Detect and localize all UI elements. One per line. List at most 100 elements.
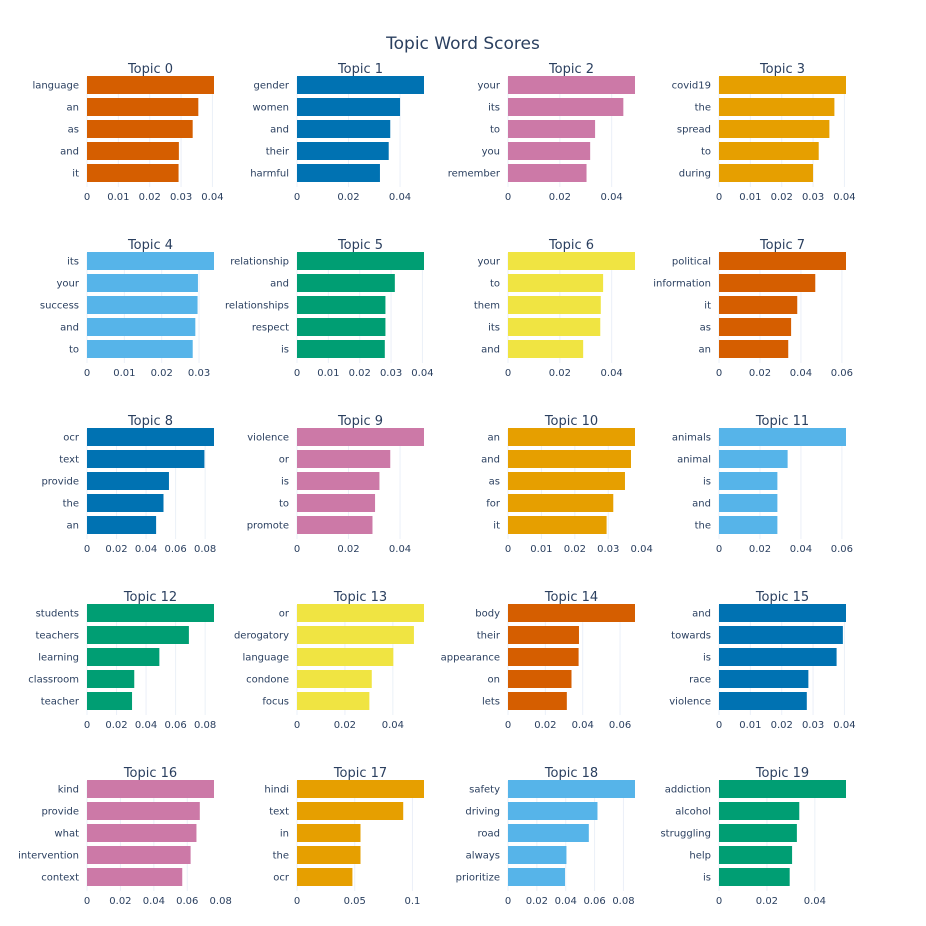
bar-remember	[508, 164, 587, 182]
bar-provide	[87, 472, 169, 490]
word-label: remember	[448, 169, 501, 180]
bar-relationships	[297, 296, 386, 314]
word-label: or	[279, 455, 290, 466]
bar-its	[508, 318, 601, 336]
subplot-title: Topic 5	[337, 238, 383, 253]
bar-animal	[719, 450, 788, 468]
word-label: them	[474, 301, 500, 312]
x-tick-label: 0	[84, 192, 90, 203]
bar-women	[297, 98, 401, 116]
x-tick-label: 0.08	[194, 544, 216, 555]
x-tick-label: 0.04	[555, 896, 577, 907]
word-label: appearance	[441, 653, 500, 664]
x-tick-label: 0.04	[389, 544, 411, 555]
x-tick-label: 0.03	[802, 720, 824, 731]
word-label: ocr	[63, 433, 80, 444]
word-label: violence	[669, 697, 711, 708]
bar-to	[87, 340, 193, 358]
word-label: road	[478, 829, 501, 840]
word-label: and	[481, 345, 500, 356]
word-label: as	[700, 323, 711, 334]
bar-focus	[297, 692, 370, 710]
bar-intervention	[87, 846, 191, 864]
x-tick-label: 0.06	[831, 544, 853, 555]
word-label: and	[692, 609, 711, 620]
word-label: language	[242, 653, 289, 664]
bar-ocr	[87, 428, 214, 446]
subplot-topic-6: 0 0.02 0.04 your to them its and Topic 6	[474, 238, 635, 379]
bar-or	[297, 450, 391, 468]
subplot-title: Topic 8	[127, 414, 173, 429]
x-tick-label: 0.1	[405, 896, 421, 907]
x-tick-label: 0.06	[831, 368, 853, 379]
figure-title: Topic Word Scores	[385, 34, 540, 54]
x-tick-label: 0.02	[771, 720, 793, 731]
x-tick-label: 0	[716, 544, 722, 555]
x-tick-label: 0	[294, 368, 300, 379]
subplot-topic-19: 0 0.02 0.04 addiction alcohol struggling help i…	[660, 766, 846, 907]
word-label: help	[689, 851, 711, 862]
x-tick-label: 0.02	[749, 544, 771, 555]
bar-road	[508, 824, 589, 842]
x-tick-label: 0.04	[411, 368, 433, 379]
bar-appearance	[508, 648, 579, 666]
word-label: provide	[41, 807, 79, 818]
word-label: is	[703, 653, 711, 664]
x-tick-label: 0	[294, 720, 300, 731]
word-label: gender	[254, 81, 290, 92]
bar-lets	[508, 692, 567, 710]
subplot-title: Topic 0	[127, 62, 173, 77]
bar-help	[719, 846, 793, 864]
x-tick-label: 0.06	[609, 720, 631, 731]
bar-and	[719, 494, 778, 512]
word-label: relationships	[225, 301, 289, 312]
bar-your	[508, 252, 635, 270]
word-label: focus	[262, 697, 289, 708]
x-tick-label: 0	[505, 368, 511, 379]
word-label: classroom	[28, 675, 79, 686]
subplot-topic-12: 0 0.02 0.04 0.06 0.08 students teachers learnin…	[28, 590, 216, 731]
bar-political	[719, 252, 846, 270]
subplot-topic-3: 0 0.01 0.02 0.03 0.04 covid19 the spread to durin…	[672, 62, 856, 203]
x-tick-label: 0	[716, 368, 722, 379]
x-tick-label: 0.04	[601, 192, 623, 203]
word-label: during	[679, 169, 711, 180]
word-label: and	[692, 499, 711, 510]
subplot-topic-1: 0 0.02 0.04 gender women and their harmful Topic…	[250, 62, 424, 203]
x-tick-label: 0.04	[143, 896, 165, 907]
x-tick-label: 0	[294, 544, 300, 555]
bar-violence	[719, 692, 807, 710]
bar-it	[508, 516, 607, 534]
word-label: respect	[252, 323, 289, 334]
word-label: intervention	[18, 851, 79, 862]
word-label: on	[488, 675, 500, 686]
bar-to	[297, 494, 376, 512]
bar-body	[508, 604, 635, 622]
word-label: teacher	[41, 697, 80, 708]
x-tick-label: 0	[716, 720, 722, 731]
x-tick-label: 0.01	[113, 368, 135, 379]
word-label: and	[60, 323, 79, 334]
x-tick-label: 0.04	[601, 368, 623, 379]
x-tick-label: 0.02	[549, 368, 571, 379]
bar-towards	[719, 626, 843, 644]
word-label: an	[488, 433, 500, 444]
subplot-title: Topic 18	[544, 766, 598, 781]
x-tick-label: 0.02	[549, 192, 571, 203]
x-tick-label: 0.06	[583, 896, 605, 907]
bar-during	[719, 164, 814, 182]
x-tick-label: 0.02	[109, 896, 131, 907]
x-tick-label: 0	[84, 720, 90, 731]
x-tick-label: 0.04	[382, 720, 404, 731]
bar-race	[719, 670, 809, 688]
bar-violence	[297, 428, 424, 446]
subplot-topic-11: 0 0.02 0.04 0.06 animals animal is and the Topic …	[672, 414, 853, 555]
x-tick-label: 0.02	[337, 544, 359, 555]
x-tick-label: 0.06	[164, 720, 186, 731]
bar-for	[508, 494, 614, 512]
subplot-title: Topic 19	[755, 766, 809, 781]
x-tick-label: 0.06	[176, 896, 198, 907]
bar-teacher	[87, 692, 133, 710]
subplot-title: Topic 13	[333, 590, 387, 605]
word-label: learning	[38, 653, 79, 664]
